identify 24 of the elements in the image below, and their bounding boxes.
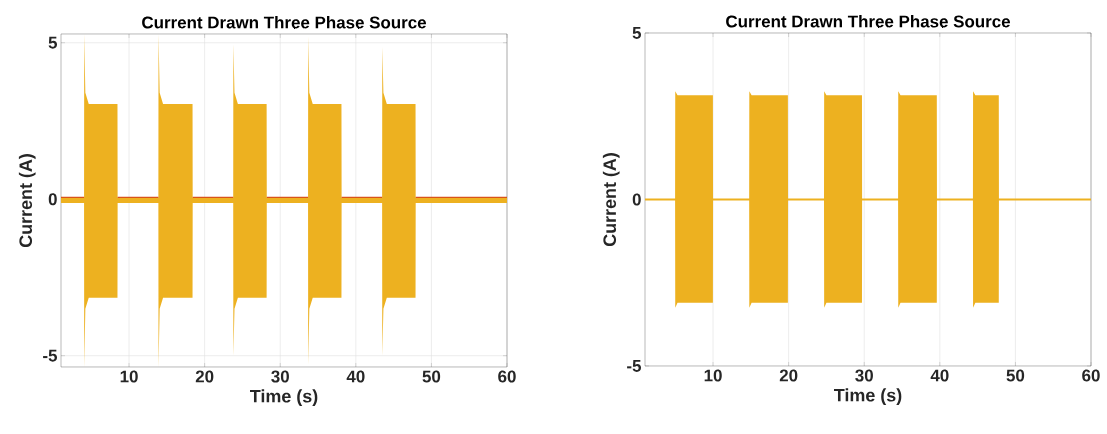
y-tick-label: 0 [632,193,641,206]
x-tick-label: 30 [271,370,289,383]
y-tick-label: 5 [632,27,642,39]
chart-title: Current Drawn Three Phase Source [142,16,426,29]
x-tick-label: 20 [779,369,798,382]
y-tick-label: -5 [43,349,58,362]
x-tick-label: 60 [498,370,516,383]
x-tick-label: 50 [422,370,441,383]
x-tick-label: 10 [120,370,138,383]
x-axis-title: Time (s) [250,389,318,407]
y-axis-title: Current (A) [18,154,36,248]
x-tick-label: 20 [195,370,214,383]
x-tick-label: 40 [930,369,949,382]
x-tick-label: 10 [704,369,722,382]
y-tick-label: -5 [627,360,642,372]
x-tick-label: 50 [1006,369,1025,382]
x-tick-label: 60 [1082,369,1100,382]
chart-title: Current Drawn Three Phase Source [726,15,1010,28]
x-tick-label: 40 [346,370,365,383]
y-axis-title: Current (A) [602,153,620,247]
y-tick-label: 0 [48,193,57,206]
x-axis-title: Time (s) [834,388,902,406]
y-tick-label: 5 [48,36,58,49]
x-tick-label: 30 [855,369,873,382]
